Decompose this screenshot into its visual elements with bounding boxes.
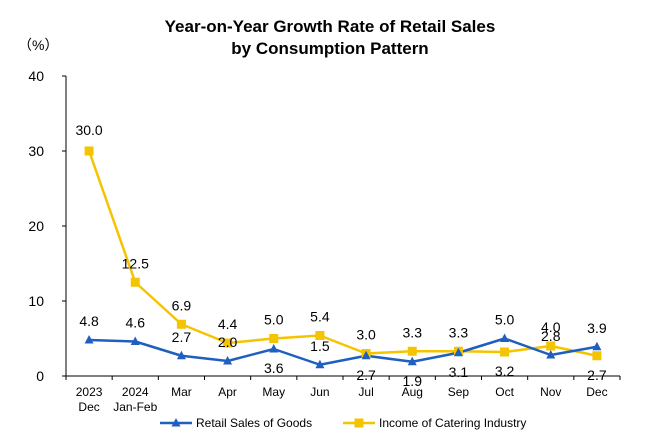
data-point-catering [315, 331, 325, 340]
data-label-retail-goods: 3.1 [449, 364, 469, 380]
data-label-retail-goods: 3.9 [587, 320, 607, 336]
x-tick-label: Apr [218, 385, 237, 399]
data-point-catering [546, 341, 556, 351]
data-point-retail-goods [453, 347, 463, 357]
x-tick-label: 2024 [122, 385, 149, 399]
legend-square-marker [354, 418, 364, 428]
data-point-catering [269, 334, 279, 343]
series-line-catering [87, 150, 598, 357]
x-tick-label: Sep [448, 385, 470, 399]
x-tick-label: Jan-Feb [113, 400, 157, 414]
data-point-retail-goods [546, 350, 556, 359]
x-tick-label: Dec [78, 400, 99, 414]
chart-subtitle: by Consumption Pattern [231, 39, 428, 58]
data-point-catering [84, 146, 94, 156]
data-point-retail-goods [130, 336, 140, 345]
data-label-retail-goods: 2.7 [172, 329, 192, 345]
x-tick-label: Dec [586, 385, 607, 399]
data-point-retail-goods [407, 356, 417, 366]
chart-title: Year-on-Year Growth Rate of Retail Sales [165, 17, 496, 36]
data-point-retail-goods [315, 359, 325, 369]
x-tick-label: Nov [540, 385, 561, 399]
x-tick-label: 2023 [76, 385, 103, 399]
series-layer [84, 146, 602, 369]
data-label-catering: 2.7 [587, 367, 607, 383]
y-tick-label: 20 [28, 218, 44, 234]
data-point-retail-goods [592, 341, 602, 351]
data-label-retail-goods: 3.6 [264, 360, 284, 376]
data-label-catering: 5.0 [264, 312, 284, 328]
data-label-retail-goods: 2.8 [541, 328, 561, 344]
x-tick-label: Jun [310, 385, 329, 399]
data-label-retail-goods: 2.0 [218, 334, 238, 350]
data-label-retail-goods: 4.8 [79, 313, 99, 329]
x-tick-label: Oct [495, 385, 514, 399]
data-label-catering: 4.4 [218, 316, 238, 332]
data-label-catering: 3.3 [449, 324, 469, 340]
data-point-retail-goods [269, 344, 279, 353]
data-point-catering [592, 351, 602, 361]
data-label-retail-goods: 5.0 [495, 312, 515, 328]
y-tick-label: 30 [28, 143, 44, 159]
data-point-retail-goods [223, 356, 233, 365]
legend-triangle-marker [171, 418, 181, 427]
data-label-retail-goods: 1.9 [403, 373, 423, 389]
y-tick-label: 10 [28, 293, 44, 309]
data-label-retail-goods: 2.7 [356, 367, 376, 383]
data-point-catering [500, 347, 510, 357]
legend-label: Income of Catering Industry [379, 416, 526, 430]
y-axis-unit-label: （%） [18, 37, 58, 53]
x-tick-label: Mar [171, 385, 192, 399]
data-point-catering [130, 277, 140, 287]
data-point-retail-goods [500, 333, 510, 342]
legend-label: Retail Sales of Goods [196, 416, 312, 430]
x-tick-label: May [262, 385, 285, 399]
x-tick-label: Jul [358, 385, 373, 399]
data-label-catering: 5.4 [310, 309, 330, 325]
y-tick-label: 0 [36, 368, 44, 384]
data-label-catering: 6.9 [172, 297, 192, 313]
x-tick-label: Aug [402, 385, 423, 399]
data-label-catering: 4.0 [541, 319, 561, 335]
data-labels: 4.8 4.6 2.7 2.0 3.6 1.5 2.7 1.9 3.1 5.0 2.8 3.9 30.0… [75, 122, 606, 389]
data-label-catering: 30.0 [75, 122, 102, 138]
data-point-retail-goods [84, 335, 94, 344]
data-label-retail-goods: 4.6 [126, 315, 146, 331]
data-point-catering [407, 346, 417, 356]
legend: Retail Sales of Goods Income of Catering … [160, 416, 526, 430]
data-label-catering: 3.2 [495, 363, 515, 379]
y-tick-label: 40 [28, 68, 44, 84]
data-label-retail-goods: 1.5 [310, 338, 330, 354]
series-line-retail-goods [89, 337, 598, 366]
data-point-catering [223, 338, 233, 348]
data-label-catering: 3.3 [403, 324, 423, 340]
data-point-retail-goods [361, 350, 371, 360]
data-point-retail-goods [176, 350, 186, 360]
data-label-catering: 12.5 [122, 255, 149, 271]
data-label-catering: 3.0 [356, 327, 376, 343]
data-point-catering [176, 319, 186, 329]
